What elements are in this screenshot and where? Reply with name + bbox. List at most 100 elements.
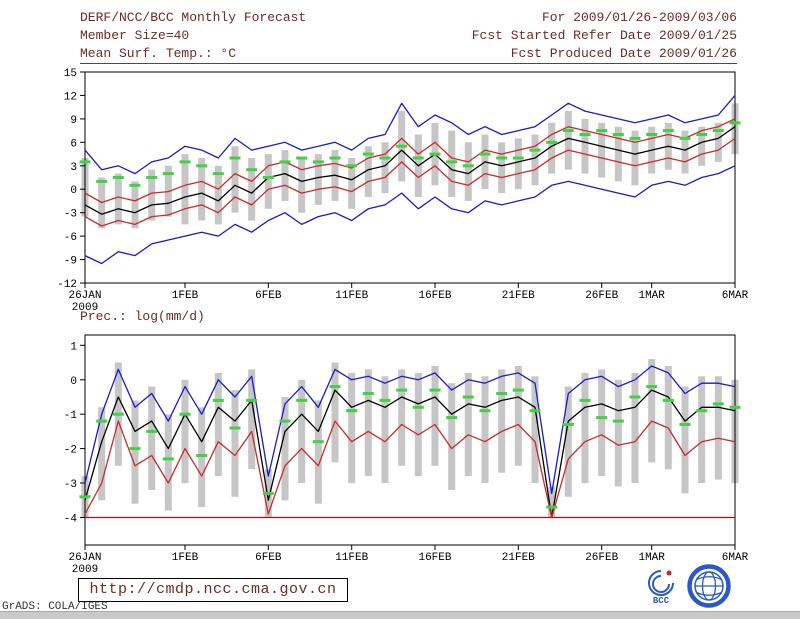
ensemble-spread-bar: [198, 407, 206, 508]
x-tick-label: 1FEB: [172, 290, 199, 302]
ensemble-spread-bar: [248, 158, 256, 221]
series-observation-dash: [496, 392, 508, 395]
series-observation-dash: [629, 395, 641, 399]
ensemble-spread-bar: [481, 376, 489, 483]
ensemble-spread-bar: [614, 126, 622, 182]
x-tick-label: 6FEB: [255, 552, 282, 564]
grads-credit: GrADS: COLA/IGES: [2, 601, 108, 613]
ensemble-spread-bar: [248, 369, 256, 470]
series-observation-dash: [179, 160, 191, 164]
x-tick-label: 21FEB: [502, 552, 535, 564]
ensemble-spread-bar: [164, 414, 172, 511]
series-observation-dash: [512, 388, 524, 392]
ensemble-spread-bar: [448, 130, 456, 197]
plot-frame: [84, 334, 736, 546]
y-tick-label: 12: [64, 91, 77, 103]
bcc-logo-label: BCC: [653, 596, 670, 606]
series-observation-dash: [212, 398, 224, 402]
series-observation-dash: [112, 176, 124, 179]
series-observation-dash: [279, 419, 291, 423]
y-tick-label: -6: [64, 232, 77, 244]
series-observation-dash: [379, 156, 391, 160]
series-observation-dash: [279, 160, 291, 164]
x-tick-label: 16FEB: [418, 290, 451, 302]
series-observation-dash: [296, 398, 308, 402]
series-observation-dash: [629, 136, 641, 140]
series-observation-dash: [429, 388, 441, 392]
ncc-logo: [686, 564, 732, 613]
series-observation-dash: [396, 388, 408, 392]
series-observation-dash: [679, 423, 691, 426]
series-observation-dash: [612, 133, 624, 136]
x-tick-label: 16FEB: [418, 552, 451, 564]
ensemble-spread-bar: [314, 154, 322, 205]
ensemble-spread-bar: [714, 122, 722, 162]
header-divider: [80, 63, 737, 64]
ensemble-spread-bar: [631, 130, 639, 186]
x-tick-label: 6MAR: [722, 552, 749, 564]
ncc-globe-parallel-south: [696, 591, 722, 596]
series-observation-dash: [462, 395, 474, 399]
series-ensemble-max: [84, 365, 736, 495]
ensemble-spread-bar: [498, 142, 506, 194]
ensemble-spread-bar: [648, 359, 656, 463]
ensemble-spread-bar: [281, 150, 289, 201]
ensemble-spread-bar: [698, 376, 706, 483]
series-observation-dash: [396, 144, 408, 148]
member-size-label: Member Size=40: [80, 28, 190, 43]
series-observation-dash: [712, 402, 724, 406]
ensemble-spread-bar: [398, 369, 406, 466]
series-observation-dash: [246, 168, 258, 172]
y-tick-label: -3: [64, 209, 77, 221]
series-observation-dash: [129, 183, 141, 187]
series-observation-dash: [296, 156, 308, 160]
series-observation-dash: [329, 385, 341, 389]
series-observation-dash: [79, 495, 91, 499]
bcc-logo: BCC: [641, 568, 681, 611]
source-url: http://cmdp.ncc.cma.gov.cn: [78, 578, 348, 602]
series-observation-dash: [496, 156, 508, 160]
series-observation-dash: [546, 140, 558, 144]
series-observation-dash: [162, 172, 174, 176]
series-lower-quartile: [84, 420, 736, 519]
window-edge-strip: [0, 611, 800, 619]
ensemble-spread-bar: [614, 379, 622, 487]
ensemble-spread-bar: [381, 142, 389, 194]
series-observation-dash: [612, 419, 624, 423]
series-observation-dash: [646, 385, 658, 389]
plot-frame: [84, 71, 736, 284]
ensemble-spread-bar: [214, 372, 222, 477]
produced-date-label: Fcst Produced Date 2009/01/26: [510, 46, 737, 61]
ensemble-spread-bar: [348, 372, 356, 484]
ensemble-spread-bar: [548, 486, 556, 518]
series-observation-dash: [112, 412, 124, 416]
y-tick-label: 0: [70, 376, 77, 388]
series-observation-dash: [146, 176, 158, 179]
ensemble-spread-bar: [414, 372, 422, 477]
ensemble-spread-bar: [131, 400, 139, 504]
y-tick-label: 1: [70, 341, 77, 353]
ensemble-spread-bar: [148, 169, 156, 221]
series-observation-dash: [579, 133, 591, 136]
y-tick-label: -2: [64, 445, 77, 457]
x-tick-label: 26FEB: [585, 290, 618, 302]
series-observation-dash: [96, 419, 108, 423]
x-tick-label: 26JAN: [68, 552, 101, 564]
series-observation-dash: [312, 160, 324, 164]
ensemble-spread-bar: [231, 146, 239, 213]
y-tick-label: -12: [57, 279, 77, 291]
series-observation-dash: [446, 416, 458, 420]
precipitation-chart: 1 0 -1 -2 -3 -4 26JAN 2009 1FEB 6FEB 11FEB 16FEB 21F…: [0, 330, 800, 576]
series-observation-dash: [646, 133, 658, 136]
ensemble-spread-bar: [531, 134, 539, 186]
series-observation-dash: [579, 398, 591, 402]
ensemble-spread-bar: [364, 369, 372, 477]
x-tick-label: 11FEB: [335, 290, 368, 302]
series-observation-dash: [96, 179, 108, 183]
series-observation-dash: [462, 164, 474, 168]
ensemble-spread-bar: [714, 376, 722, 480]
y-tick-label: 0: [70, 185, 77, 197]
y-tick-label: -1: [64, 410, 78, 422]
ensemble-spread-bar: [198, 158, 206, 221]
